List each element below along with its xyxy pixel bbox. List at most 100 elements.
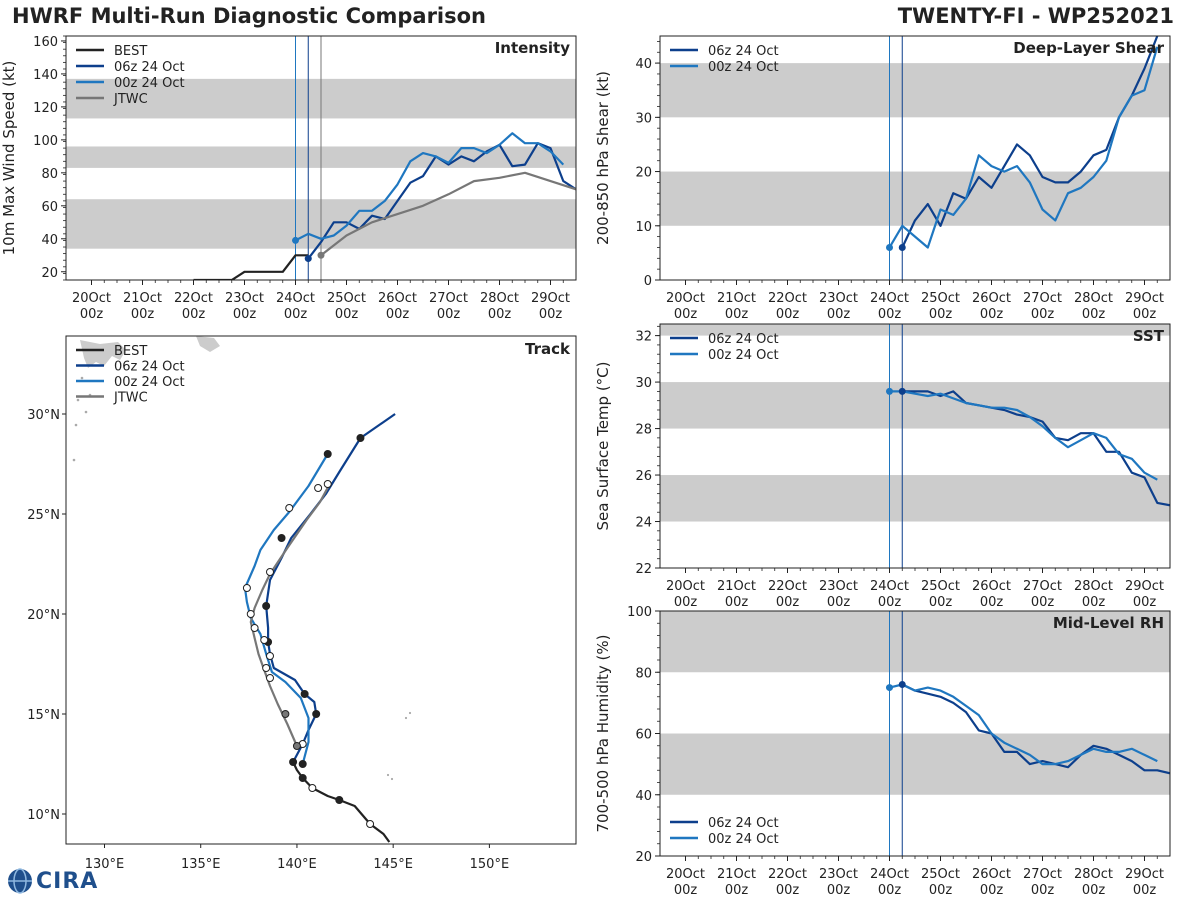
shaded-band (660, 171, 1170, 226)
x-tick-hour-label: 00z (827, 595, 851, 610)
x-tick-label: 20Oct (666, 579, 705, 594)
panel-title: Track (525, 340, 571, 358)
y-tick-label: 120 (33, 101, 58, 116)
track-position-marker (323, 480, 332, 488)
x-tick-hour-label: 00z (776, 883, 800, 898)
init-marker (886, 243, 893, 251)
x-tick-hour-label: 00z (80, 307, 104, 322)
lat-tick-label: 15°N (27, 708, 60, 723)
land-island (408, 711, 412, 715)
series-line-00z-24-Oct (888, 46, 1159, 249)
x-tick-hour-label: 00z (488, 307, 512, 322)
x-tick-label: 22Oct (174, 291, 213, 306)
x-tick-label: 25Oct (921, 291, 960, 306)
x-tick-hour-label: 00z (725, 595, 749, 610)
track-position-marker (242, 584, 251, 592)
x-tick-label: 28Oct (1074, 579, 1113, 594)
track-position-marker (356, 434, 365, 442)
track-position-marker (335, 796, 344, 804)
x-tick-hour-label: 00z (827, 883, 851, 898)
track-line-06z-24-Oct (265, 413, 396, 763)
legend-label: 00z 24 Oct (708, 348, 779, 363)
cira-logo: CIRA (6, 866, 98, 896)
plot-area (660, 611, 1170, 856)
x-tick-label: 26Oct (972, 579, 1011, 594)
x-tick-hour-label: 00z (929, 595, 953, 610)
land-kyushu (80, 340, 126, 368)
y-tick-label: 24 (635, 516, 652, 531)
legend-label: 00z 24 Oct (708, 60, 779, 75)
track-position-marker (281, 710, 290, 718)
x-tick-label: 21Oct (123, 291, 162, 306)
y-tick-label: 26 (635, 469, 652, 484)
x-tick-label: 23Oct (819, 867, 858, 882)
init-marker (898, 681, 906, 688)
x-tick-hour-label: 00z (284, 307, 308, 322)
x-tick-label: 28Oct (1074, 867, 1113, 882)
x-tick-label: 28Oct (1074, 291, 1113, 306)
x-tick-hour-label: 00z (1082, 883, 1106, 898)
y-axis-label: 10m Max Wind Speed (kt) (0, 61, 18, 256)
x-tick-hour-label: 00z (674, 595, 698, 610)
x-tick-label: 27Oct (1023, 579, 1062, 594)
track-position-marker (298, 760, 307, 768)
y-tick-label: 140 (33, 68, 58, 83)
lon-tick-label: 130°E (85, 857, 125, 872)
legend-label: BEST (114, 44, 147, 59)
track-position-marker (246, 610, 255, 618)
series-line-00z-24-Oct (889, 683, 1158, 766)
x-tick-label: 27Oct (1023, 291, 1062, 306)
legend-label: BEST (114, 344, 147, 359)
figure-title: HWRF Multi-Run Diagnostic Comparison (12, 4, 487, 28)
track-line-JTWC (249, 483, 331, 747)
y-tick-label: 100 (627, 605, 652, 620)
init-marker (317, 251, 325, 259)
map-area (72, 336, 412, 843)
shaded-band (660, 733, 1170, 795)
init-marker (886, 684, 893, 692)
map-frame (65, 335, 577, 845)
x-tick-hour-label: 00z (827, 307, 851, 322)
panel-sst: 22242628303220Oct00z21Oct00z22Oct00z23Oc… (594, 323, 1171, 610)
y-tick-label: 80 (635, 666, 652, 681)
series-line-06z-24-Oct (901, 683, 1170, 775)
x-tick-label: 25Oct (327, 291, 366, 306)
x-tick-hour-label: 00z (131, 307, 155, 322)
panel-shear: 01020304020Oct00z21Oct00z22Oct00z23Oct00… (594, 35, 1171, 322)
x-tick-hour-label: 00z (1133, 595, 1157, 610)
shaded-band (660, 475, 1170, 522)
y-tick-label: 40 (41, 233, 58, 248)
track-position-marker (266, 674, 274, 682)
init-marker (292, 236, 299, 244)
x-tick-label: 26Oct (972, 867, 1011, 882)
track-position-marker (266, 568, 274, 576)
x-tick-hour-label: 00z (1133, 883, 1157, 898)
plot-area (660, 36, 1170, 280)
y-tick-label: 30 (635, 111, 652, 126)
land-island (74, 423, 78, 427)
x-tick-hour-label: 00z (1031, 883, 1055, 898)
panel-rh: 2040608010020Oct00z21Oct00z22Oct00z23Oct… (594, 605, 1171, 898)
y-tick-label: 40 (635, 57, 652, 72)
x-tick-label: 23Oct (819, 291, 858, 306)
series-line-JTWC (320, 171, 576, 257)
x-tick-label: 21Oct (717, 867, 756, 882)
track-position-marker (314, 484, 323, 492)
x-tick-hour-label: 00z (1031, 595, 1055, 610)
x-tick-label: 28Oct (480, 291, 519, 306)
shaded-band (660, 324, 1170, 336)
storm-id-title: TWENTY-FI - WP252021 (897, 4, 1174, 28)
land-island (72, 458, 76, 462)
globe-icon (8, 868, 32, 894)
x-tick-hour-label: 00z (1031, 307, 1055, 322)
x-tick-hour-label: 00z (776, 595, 800, 610)
x-tick-hour-label: 00z (725, 307, 749, 322)
plot-area (660, 324, 1170, 568)
x-tick-label: 21Oct (717, 291, 756, 306)
y-tick-label: 20 (41, 266, 58, 281)
x-tick-label: 23Oct (819, 579, 858, 594)
x-tick-label: 29Oct (1125, 867, 1164, 882)
x-tick-label: 21Oct (717, 579, 756, 594)
legend-label: 06z 24 Oct (708, 44, 779, 59)
land-island (84, 410, 88, 414)
